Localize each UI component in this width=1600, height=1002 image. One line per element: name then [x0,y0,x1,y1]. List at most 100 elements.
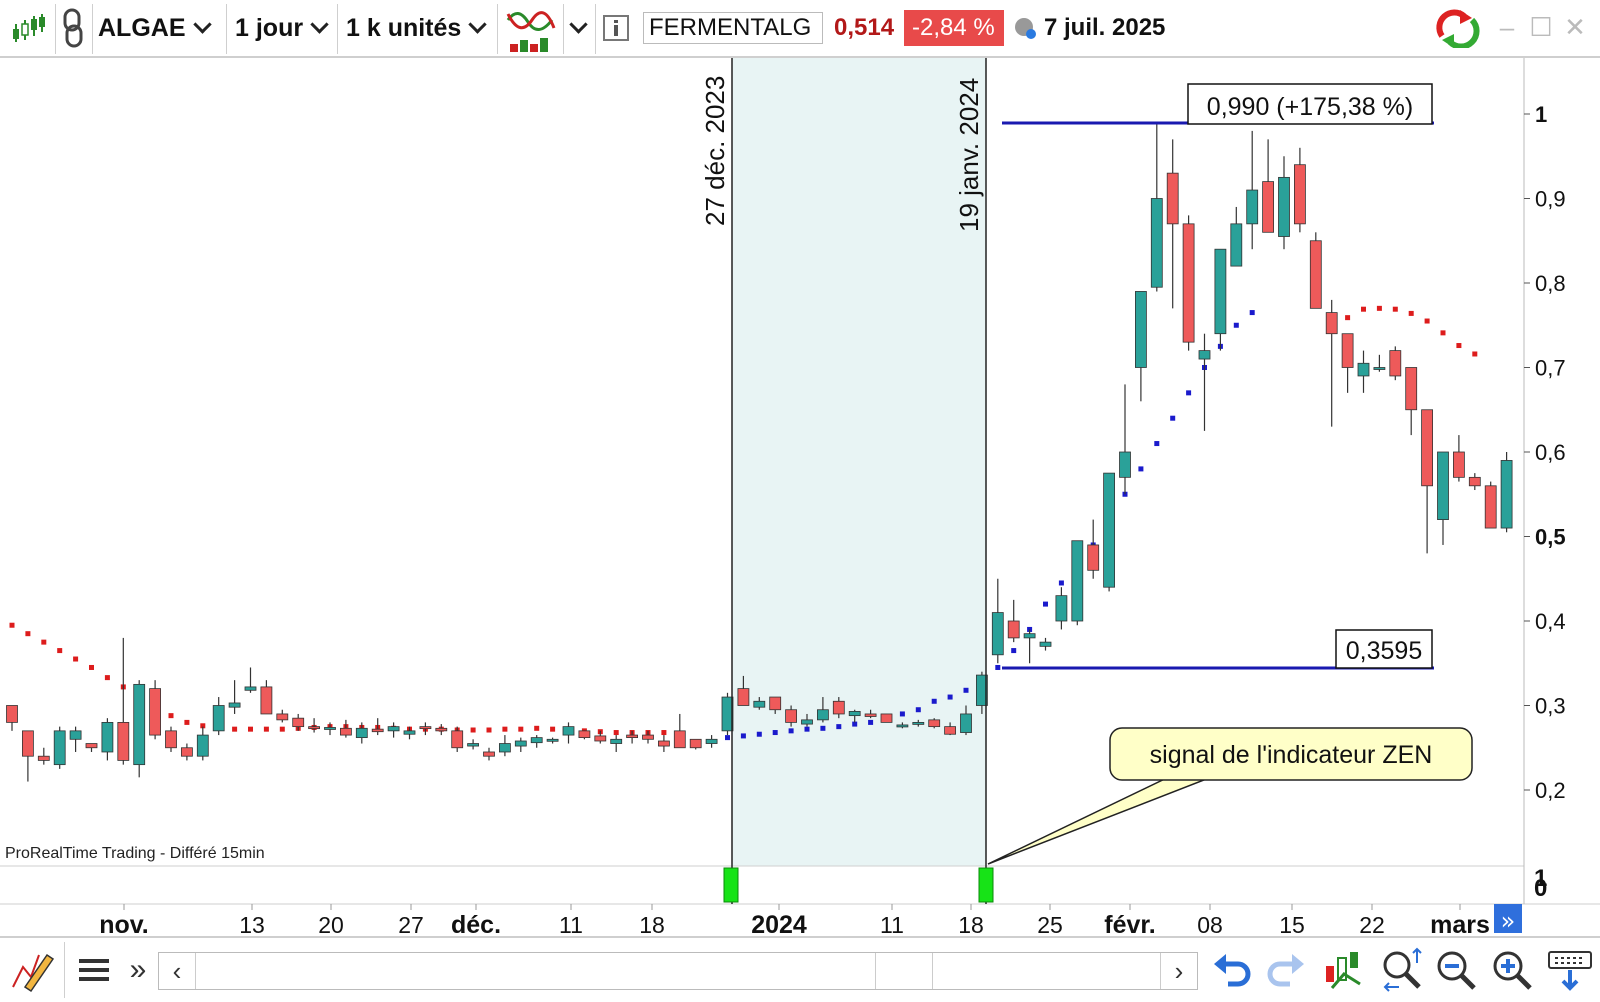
candle-body [1198,350,1211,360]
candle [594,730,607,744]
minimize-icon[interactable]: – [1499,12,1515,42]
menu-icon[interactable] [70,946,118,994]
candle [1421,409,1433,554]
zoom-out-icon[interactable] [1432,946,1480,994]
y-tick-label: 0,9 [1535,187,1566,212]
candle-body [339,727,352,736]
candle-body [626,734,638,739]
candle-body [419,726,432,730]
zoom-fit-icon[interactable] [1378,946,1426,994]
candle-body [1500,460,1513,529]
keyboard-icon[interactable] [1546,946,1594,994]
low-label: 0,3595 [1346,637,1422,665]
units-dropdown[interactable]: 1 k unités [346,0,488,56]
link-icon[interactable] [58,0,88,56]
candle-body [944,726,956,735]
candle-body [705,738,718,744]
pencil-draw-icon[interactable] [8,946,56,994]
maximize-icon[interactable]: ☐ [1529,12,1553,42]
candle-body [1039,641,1052,647]
candle [101,718,114,761]
candle [371,718,384,736]
candle [1007,599,1020,643]
indicator-dropdown[interactable] [568,0,588,56]
auto-scale-icon[interactable] [1320,946,1368,994]
candle [944,722,956,736]
candle [37,747,50,765]
candle-body [403,730,416,735]
indicator-dot-blue [931,698,937,704]
candle-body [498,743,511,753]
refresh-icon[interactable] [1434,0,1484,56]
indicator-dot-red [502,726,508,732]
candle [1230,206,1243,267]
indicator-dot-red [1472,351,1478,357]
candle-body [1468,476,1481,487]
candle [196,726,209,761]
scroll-thumb[interactable] [875,953,933,989]
sub-tick-1: 1 [1534,865,1547,892]
candle [1453,435,1465,482]
price-chart[interactable]: 27 déc. 2023 19 janv. 2024 0,990 (+175,3… [0,58,1600,933]
candle [721,692,734,736]
candle [180,743,193,761]
candle [530,735,543,748]
candle [1325,299,1338,427]
close-icon[interactable]: ✕ [1564,12,1586,42]
indicator-icon[interactable] [506,0,558,56]
indicator-dot-blue [1233,322,1239,328]
candle [801,713,813,727]
candle-body [991,612,1004,656]
candle-body [848,711,861,717]
info-icon[interactable] [603,0,633,56]
indicator-dot-blue [836,724,842,730]
candle-body [1087,544,1100,571]
candle [1262,139,1274,233]
candle-body [1389,350,1402,377]
candle [53,726,66,769]
indicator-dot-blue [756,731,762,737]
candle-body [260,686,273,715]
candle-body [435,727,448,732]
axis-scroll-right-button[interactable] [1494,904,1522,933]
callout-text: signal de l'indicateur ZEN [1150,741,1433,769]
candle [21,730,34,782]
indicator-dot-blue [1011,648,1017,654]
last-price: 0,514 [834,14,895,41]
candle [864,709,877,719]
candlestick-icon[interactable] [10,0,50,56]
candle [1373,354,1386,372]
timeframe-dropdown[interactable]: 1 jour [235,0,329,56]
indicator-dot-blue [725,735,730,741]
candle [339,719,352,738]
x-tick-label: 25 [1037,912,1063,933]
candle-body [355,727,368,739]
symbol-dropdown[interactable]: ALGAE [98,0,212,56]
indicator-dot-red [279,726,285,732]
expand-icon[interactable]: » [129,953,147,986]
candle-body [196,734,209,757]
zoom-in-icon[interactable] [1488,946,1536,994]
chart-scrollbar[interactable]: ‹ › [158,952,1198,990]
candle-body [1071,540,1084,622]
redo-icon[interactable] [1262,946,1310,994]
candle-body [483,751,495,757]
candle-body [880,713,893,723]
x-tick-label: 22 [1359,912,1385,933]
candle-body [658,740,670,747]
undo-icon[interactable] [1208,946,1256,994]
x-tick-label: 18 [639,912,665,933]
candle [435,724,448,736]
indicator-dot-blue [1186,390,1192,396]
scroll-left-icon[interactable]: ‹ [159,953,196,989]
candle-body [642,734,654,740]
candle-body [387,726,400,732]
indicator-dot-red [89,664,94,670]
indicator-dot-red [1440,330,1446,336]
scroll-right-icon[interactable]: › [1160,953,1197,989]
signal-band [732,58,986,866]
candle [832,697,845,719]
candle [960,705,972,736]
candle-body [276,713,289,721]
chevron-down-icon [310,14,329,34]
